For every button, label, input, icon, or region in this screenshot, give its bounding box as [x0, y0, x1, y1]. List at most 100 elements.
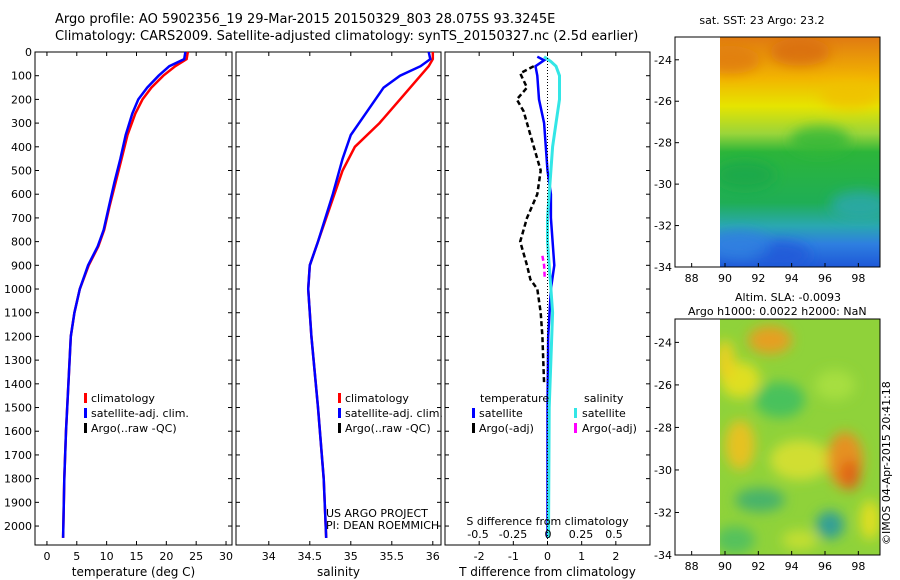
- y-tick-label: 500: [11, 165, 32, 178]
- map-x-tick-label: 90: [718, 272, 732, 285]
- sla-blob: [755, 382, 805, 418]
- sla-blob: [735, 488, 785, 512]
- legend-swatch: [574, 423, 577, 433]
- series-line-satellite-adj-clim-: [306, 51, 432, 538]
- sla-blob: [840, 460, 860, 490]
- map-x-tick-label: 98: [851, 272, 865, 285]
- sla-blob: [770, 440, 830, 480]
- legend-label: climatology: [345, 392, 409, 405]
- legend-swatch: [338, 408, 341, 418]
- x-tick-label: 20: [159, 550, 173, 563]
- sla-blob: [720, 526, 755, 554]
- map-x-tick-label: 88: [685, 560, 699, 573]
- project-annotation: PI: DEAN ROEMMICH: [326, 519, 439, 532]
- y-tick-label: 1900: [4, 496, 32, 509]
- legend-title: temperature: [480, 392, 549, 405]
- map-x-tick-label: 94: [785, 272, 799, 285]
- map-x-tick-label: 96: [818, 560, 832, 573]
- y-tick-label: 1600: [4, 425, 32, 438]
- y-tick-label: 100: [11, 70, 32, 83]
- map-y-tick-label: -24: [654, 54, 672, 67]
- x-axis-label: temperature (deg C): [72, 565, 195, 579]
- sla-texture: [720, 326, 880, 554]
- x-tick-label: 1: [578, 550, 585, 563]
- legend-swatch: [84, 408, 87, 418]
- temperature-panel-frame: [34, 51, 233, 546]
- map-y-tick-label: -30: [654, 178, 672, 191]
- x-tick-label: 34: [262, 550, 276, 563]
- map-y-tick-label: -28: [654, 421, 672, 434]
- map-x-tick-label: 98: [851, 560, 865, 573]
- x-tick-label: 35.5: [380, 550, 405, 563]
- map-x-tick-label: 96: [818, 272, 832, 285]
- salinity-panel-frame: [235, 51, 442, 546]
- series-line-s-argo: [541, 255, 547, 280]
- y-tick-label: 1800: [4, 473, 32, 486]
- legend-swatch: [338, 393, 341, 403]
- y-tick-label: 400: [11, 141, 32, 154]
- sla-blob: [816, 511, 844, 539]
- map-y-tick-label: -32: [654, 220, 672, 233]
- sst-blob: [720, 46, 760, 74]
- legend-title: salinity: [584, 392, 624, 405]
- series-line-satellite-adj-clim-: [61, 51, 187, 538]
- sla-blob: [860, 500, 880, 540]
- x-tick-label: 2: [612, 550, 619, 563]
- sst-blob: [820, 81, 880, 109]
- climatology-title: Climatology: CARS2009. Satellite-adjuste…: [55, 29, 639, 44]
- sla-blob: [748, 326, 792, 354]
- x2-tick-label: -0.25: [499, 528, 527, 541]
- legend-label: Argo(..raw -QC): [91, 422, 177, 435]
- map-x-tick-label: 94: [785, 560, 799, 573]
- sla-blob: [815, 370, 855, 400]
- legend-label: satellite: [582, 407, 626, 420]
- x-axis-label: T difference from climatology: [458, 565, 636, 579]
- x2-tick-label: -0.5: [467, 528, 488, 541]
- x-tick-label: 30: [219, 550, 233, 563]
- map-y-tick-label: -34: [654, 549, 672, 562]
- sst-map-frame: [674, 36, 881, 268]
- map-y-tick-label: -26: [654, 379, 672, 392]
- sla-blob: [720, 340, 735, 380]
- x-tick-label: 0: [544, 550, 551, 563]
- sla-map-title: Altim. SLA: -0.0093: [735, 291, 841, 304]
- legend-swatch: [574, 408, 577, 418]
- x-tick-label: -1: [508, 550, 519, 563]
- legend-label: satellite-adj. clim.: [91, 407, 189, 420]
- map-y-tick-label: -34: [654, 261, 672, 274]
- map-x-tick-label: 90: [718, 560, 732, 573]
- x-tick-label: 10: [100, 550, 114, 563]
- map-y-tick-label: -24: [654, 336, 672, 349]
- series-line-s-satellite: [543, 55, 561, 538]
- x-tick-label: 5: [73, 550, 80, 563]
- map-y-tick-label: -26: [654, 95, 672, 108]
- y-tick-label: 1200: [4, 330, 32, 343]
- y-tick-label: 1500: [4, 402, 32, 415]
- sla-blob: [725, 420, 755, 470]
- sst-blob: [720, 231, 770, 259]
- project-annotation: US ARGO PROJECT: [326, 507, 428, 520]
- profile-title: Argo profile: AO 5902356_19 29-Mar-2015 …: [55, 12, 556, 27]
- y-tick-label: 900: [11, 259, 32, 272]
- map-x-tick-label: 92: [751, 560, 765, 573]
- legend-swatch: [84, 393, 87, 403]
- series-line-t-argo: [515, 65, 546, 384]
- map-x-tick-label: 92: [751, 272, 765, 285]
- legend-label: Argo(-adj): [479, 422, 534, 435]
- y-tick-label: 0: [25, 46, 32, 59]
- sst-blob: [720, 161, 775, 189]
- x-tick-label: 0: [43, 550, 50, 563]
- sst-blob: [830, 191, 880, 219]
- legend-swatch: [472, 408, 475, 418]
- y-tick-label: 1400: [4, 378, 32, 391]
- series-line-climatology: [61, 51, 190, 538]
- map-y-tick-label: -32: [654, 506, 672, 519]
- x-tick-label: 36: [426, 550, 440, 563]
- map-x-tick-label: 88: [685, 272, 699, 285]
- legend-swatch: [338, 423, 341, 433]
- legend-label: satellite-adj. clim.: [345, 407, 443, 420]
- x-tick-label: 15: [129, 550, 143, 563]
- x2-tick-label: 0: [545, 528, 552, 541]
- sla-map-subtitle: Argo h1000: 0.0022 h2000: NaN: [688, 305, 867, 318]
